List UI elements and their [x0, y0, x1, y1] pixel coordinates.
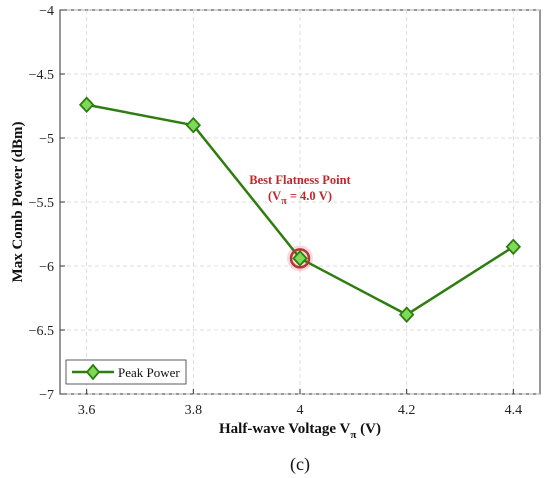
- x-axis-title: Half-wave Voltage Vπ (V): [219, 421, 381, 441]
- data-point-marker: [292, 249, 308, 267]
- x-tick-label: 3.8: [185, 403, 203, 418]
- grid-lines: [60, 9, 540, 395]
- legend-marker: [85, 363, 101, 381]
- y-tick-label: −4.5: [29, 68, 54, 83]
- x-axis-title-unit: (V): [356, 421, 381, 437]
- y-tick-label: −6: [39, 260, 54, 275]
- x-tick-label: 4.2: [398, 403, 416, 418]
- data-point-marker: [398, 306, 415, 323]
- data-point-marker: [505, 238, 522, 256]
- y-tick-label: −6.5: [29, 324, 54, 339]
- data-point-marker: [78, 96, 95, 114]
- y-tick-label: −7: [39, 388, 54, 403]
- annotation-line-2-prefix: (V: [268, 189, 281, 203]
- annotation-line-2-suffix: = 4.0 V): [287, 189, 332, 203]
- x-axis-title-main: Half-wave Voltage V: [219, 421, 351, 437]
- annotation-line-1: Best Flatness Point: [249, 173, 351, 187]
- x-tick-label: 4.4: [505, 403, 523, 418]
- series-group: [78, 96, 522, 323]
- best-flatness-highlight-ring: [289, 248, 311, 269]
- x-axis-title-subscript: π: [350, 429, 356, 441]
- data-point-marker: [185, 116, 202, 134]
- y-axis-ticks: −4 −4.5 −5 −5.5 −6 −6.5 −7: [29, 4, 65, 403]
- x-tick-label: 4: [297, 403, 304, 418]
- panel-label: (c): [290, 454, 310, 475]
- y-tick-label: −4: [39, 4, 54, 19]
- y-tick-label: −5.5: [29, 196, 54, 211]
- legend-label: Peak Power: [118, 365, 180, 380]
- y-axis-title: Max Comb Power (dBm): [10, 122, 26, 283]
- legend: Peak Power: [65, 359, 187, 385]
- annotation-line-2-subscript: π: [281, 196, 287, 207]
- annotation-group: Best Flatness Point (Vπ = 4.0 V): [249, 173, 351, 207]
- y-tick-label: −5: [39, 132, 54, 147]
- annotation-line-2: (Vπ = 4.0 V): [268, 189, 332, 207]
- x-axis-ticks: 3.6 3.8 4 4.2 4.4: [78, 389, 522, 418]
- x-tick-label: 3.6: [78, 403, 96, 418]
